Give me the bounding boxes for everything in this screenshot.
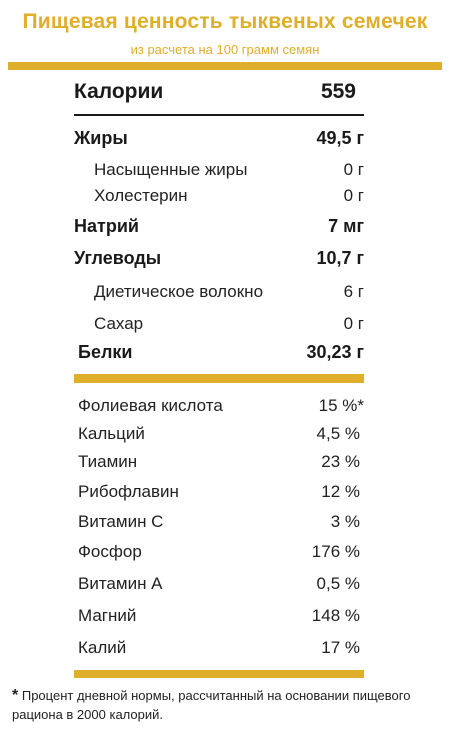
nutrient-row-sodium: Натрий 7 мг — [74, 216, 364, 237]
vitamin-label: Рибофлавин — [78, 482, 179, 501]
calories-value: 559 — [320, 80, 356, 103]
vitamin-value: 12 % — [321, 482, 360, 501]
nutrient-value: 10,7 г — [316, 248, 364, 268]
vitamin-value: 15 %* — [318, 396, 364, 415]
nutrient-label: Белки — [78, 342, 133, 362]
calories-label: Калории — [74, 80, 164, 103]
vitamin-label: Витамин А — [78, 574, 163, 593]
nutrient-value: 0 г — [343, 186, 364, 205]
nutrient-value: 0 г — [343, 160, 364, 179]
vitamin-row: Рибофлавин 12 % — [74, 482, 364, 502]
vitamin-value: 0,5 % — [316, 574, 360, 593]
vitamin-label: Калий — [78, 638, 127, 657]
vitamin-label: Магний — [78, 606, 137, 625]
nutrient-value: 49,5 г — [316, 128, 364, 148]
top-accent-bar — [8, 62, 442, 70]
vitamin-value: 176 % — [311, 542, 360, 561]
nutrient-row-carbs: Углеводы 10,7 г — [74, 248, 364, 269]
nutrient-row-fiber: Диетическое волокно 6 г — [74, 282, 364, 302]
vitamin-value: 17 % — [321, 638, 360, 657]
page-title: Пищевая ценность тыквеных семечек — [22, 10, 428, 33]
vitamin-row: Магний 148 % — [74, 606, 364, 626]
vitamin-row: Калий 17 % — [74, 638, 364, 658]
vitamin-value: 3 % — [330, 512, 360, 531]
vitamin-label: Кальций — [78, 424, 145, 443]
middle-accent-bar — [74, 374, 364, 383]
nutrient-row-cholesterol: Холестерин 0 г — [74, 186, 364, 206]
vitamin-label: Витамин С — [78, 512, 164, 531]
vitamin-label: Фолиевая кислота — [78, 396, 223, 415]
nutrient-value: 7 мг — [328, 216, 364, 236]
nutrient-row-protein: Белки 30,23 г — [78, 342, 364, 363]
calories-divider — [74, 114, 364, 116]
nutrient-row-fat: Жиры 49,5 г — [74, 128, 364, 149]
vitamin-value: 4,5 % — [316, 424, 360, 443]
nutrient-label: Диетическое волокно — [94, 282, 264, 301]
nutrient-label: Насыщенные жиры — [94, 160, 248, 179]
vitamin-row: Тиамин 23 % — [74, 452, 364, 472]
footnote-text: Процент дневной нормы, рассчитанный на о… — [12, 688, 411, 722]
vitamin-row: Фолиевая кислота 15 %* — [74, 396, 364, 416]
nutrient-label: Углеводы — [74, 248, 162, 268]
nutrient-label: Холестерин — [94, 186, 188, 205]
nutrient-value: 0 г — [343, 314, 364, 333]
vitamin-value: 148 % — [311, 606, 360, 625]
vitamin-value: 23 % — [321, 452, 360, 471]
vitamin-row: Кальций 4,5 % — [74, 424, 364, 444]
nutrient-label: Натрий — [74, 216, 139, 236]
footnote-marker: * — [12, 687, 19, 704]
bottom-accent-bar — [74, 670, 364, 678]
vitamin-label: Фосфор — [78, 542, 142, 561]
vitamin-row: Витамин А 0,5 % — [74, 574, 364, 594]
nutrient-value: 30,23 г — [306, 342, 364, 362]
page-subtitle: из расчета на 100 грамм семян — [130, 42, 320, 57]
vitamin-row: Фосфор 176 % — [74, 542, 364, 562]
nutrient-value: 6 г — [343, 282, 364, 301]
nutrient-row-saturated-fat: Насыщенные жиры 0 г — [74, 160, 364, 180]
vitamin-label: Тиамин — [78, 452, 138, 471]
nutrient-row-sugar: Сахар 0 г — [74, 314, 364, 334]
footnote: * Процент дневной нормы, рассчитанный на… — [12, 686, 442, 724]
calories-row: Калории 559 — [74, 80, 364, 104]
nutrient-label: Сахар — [94, 314, 144, 333]
vitamin-row: Витамин С 3 % — [74, 512, 364, 532]
nutrient-label: Жиры — [74, 128, 128, 148]
